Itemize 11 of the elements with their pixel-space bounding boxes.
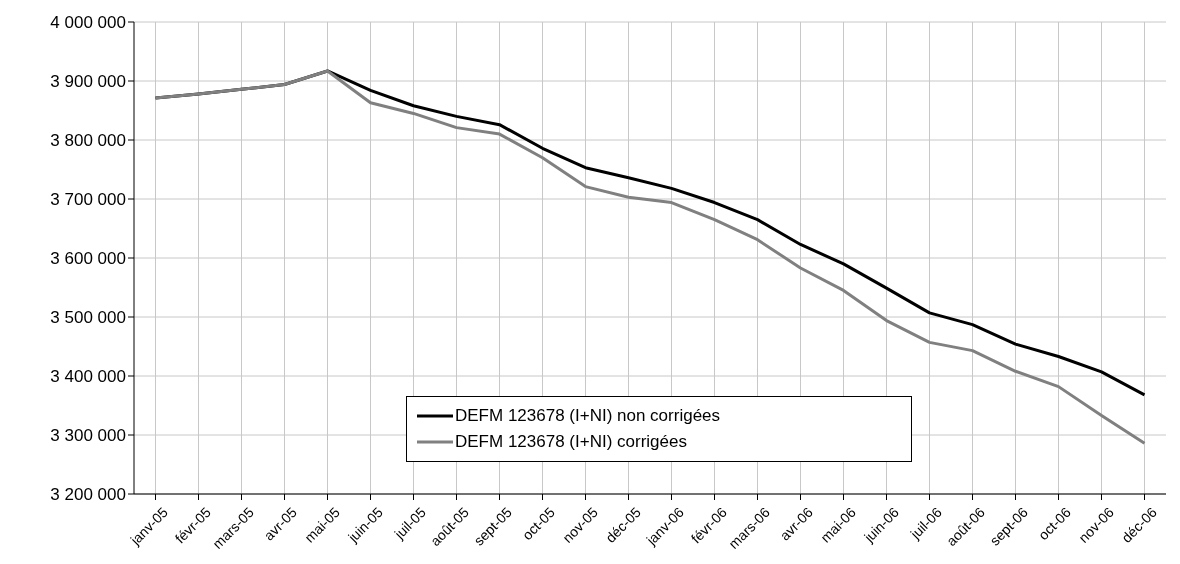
- y-tick-label: 3 500 000: [50, 308, 126, 328]
- y-tick-label: 3 200 000: [50, 485, 126, 505]
- y-tick-label: 3 800 000: [50, 131, 126, 151]
- legend-label: DEFM 123678 (I+NI) non corrigées: [455, 406, 721, 426]
- y-tick-label: 3 400 000: [50, 367, 126, 387]
- y-tick-label: 4 000 000: [50, 13, 126, 33]
- y-tick-label: 3 600 000: [50, 249, 126, 269]
- y-tick-label: 3 900 000: [50, 72, 126, 92]
- legend-label: DEFM 123678 (I+NI) corrigées: [455, 432, 687, 452]
- y-tick-label: 3 300 000: [50, 426, 126, 446]
- y-tick-label: 3 700 000: [50, 190, 126, 210]
